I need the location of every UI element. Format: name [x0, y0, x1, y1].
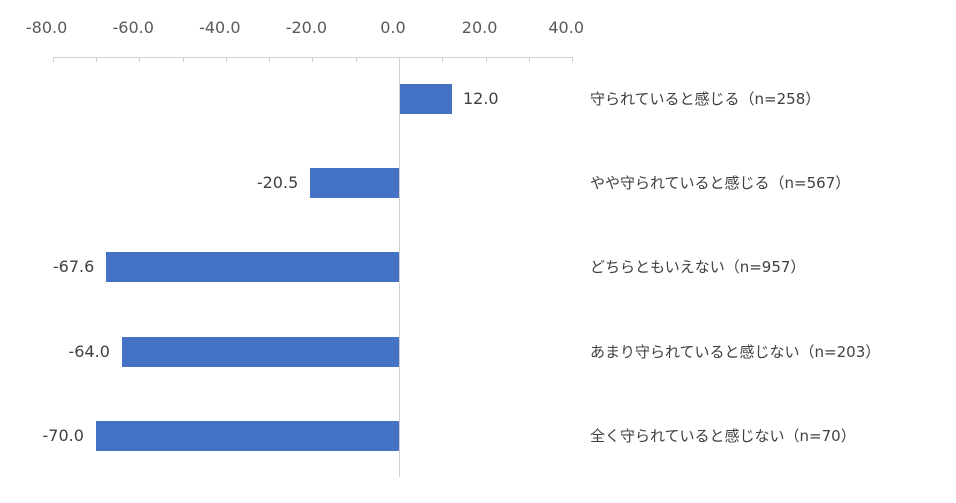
category-label: どちらともいえない（n=957）: [590, 258, 806, 276]
x-axis-tick-label: -60.0: [112, 18, 154, 37]
bar: [106, 252, 399, 282]
x-axis-tick: [442, 57, 444, 62]
category-label: あまり守られていると感じない（n=203）: [590, 343, 881, 361]
bar: [95, 421, 399, 451]
x-axis-tick: [139, 57, 141, 62]
bar-value-label: -70.0: [42, 426, 84, 445]
zero-baseline: [399, 57, 400, 477]
bar-value-label: -64.0: [68, 342, 110, 361]
category-label: 守られていると感じる（n=258）: [590, 90, 821, 108]
x-axis-tick-label: -40.0: [199, 18, 241, 37]
bar-value-label: -20.5: [256, 173, 299, 192]
x-axis-tick: [182, 57, 184, 62]
x-axis-tick: [312, 57, 314, 62]
x-axis-tick-label: -20.0: [285, 18, 328, 37]
bar: [310, 168, 399, 198]
x-axis-tick-label: 0.0: [380, 18, 406, 37]
bar-value-label: 12.0: [462, 89, 499, 108]
x-axis-tick: [269, 57, 271, 62]
x-axis-tick: [572, 57, 574, 62]
x-axis-tick: [355, 57, 357, 62]
x-axis-tick: [528, 57, 530, 62]
bar-value-label: -67.6: [52, 257, 95, 276]
category-label: やや守られていると感じる（n=567）: [590, 174, 851, 192]
x-axis-tick: [225, 57, 227, 62]
x-axis-tick-label: 40.0: [548, 18, 584, 37]
bar: [400, 84, 452, 114]
x-axis-tick: [52, 57, 54, 62]
x-axis-tick: [485, 57, 487, 62]
category-label: 全く守られていると感じない（n=70）: [590, 427, 856, 445]
bar: [121, 337, 399, 367]
x-axis-tick-label: -80.0: [25, 18, 68, 37]
x-axis-tick-label: 20.0: [461, 18, 498, 37]
x-axis-tick: [95, 57, 97, 62]
